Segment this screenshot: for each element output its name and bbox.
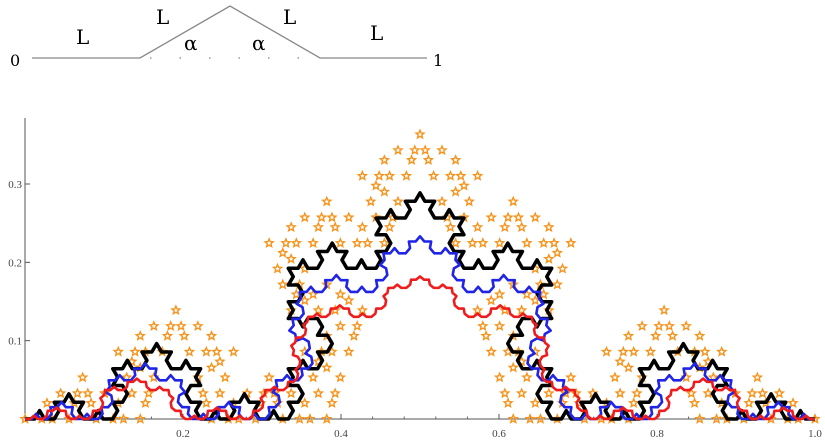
generator-polyline <box>32 5 427 59</box>
angle-label-right: α <box>252 31 266 55</box>
y-tick-label: 0.1 <box>8 336 22 348</box>
segment-label-1: L <box>76 25 89 49</box>
series-line-1 <box>25 191 815 421</box>
segment-label-3: L <box>283 5 296 29</box>
curves <box>19 128 821 424</box>
x-tick-label: 0.2 <box>176 428 190 440</box>
series-line-3 <box>25 275 815 421</box>
segment-label-4: L <box>370 21 383 45</box>
axis-ticks: 0.2 0.4 0.6 0.8 1.0 0.1 0.2 0.3 <box>8 179 822 440</box>
segment-label-2: L <box>156 5 169 29</box>
endpoint-one-label: 1 <box>433 51 443 70</box>
x-tick-label: 0.6 <box>492 428 506 440</box>
x-tick-label: 0.4 <box>334 428 348 440</box>
endpoint-zero-label: 0 <box>10 51 20 70</box>
y-tick-label: 0.2 <box>8 257 22 269</box>
x-tick-label: 1.0 <box>808 428 822 440</box>
angle-label-left: α <box>184 31 198 55</box>
construction-diagram: 0 1 L L L L α α <box>10 5 443 70</box>
series-line-2 <box>25 235 815 421</box>
y-tick-label: 0.3 <box>8 179 22 191</box>
plot-area: 0.2 0.4 0.6 0.8 1.0 0.1 0.2 0.3 <box>8 118 822 440</box>
x-tick-label: 0.8 <box>650 428 664 440</box>
